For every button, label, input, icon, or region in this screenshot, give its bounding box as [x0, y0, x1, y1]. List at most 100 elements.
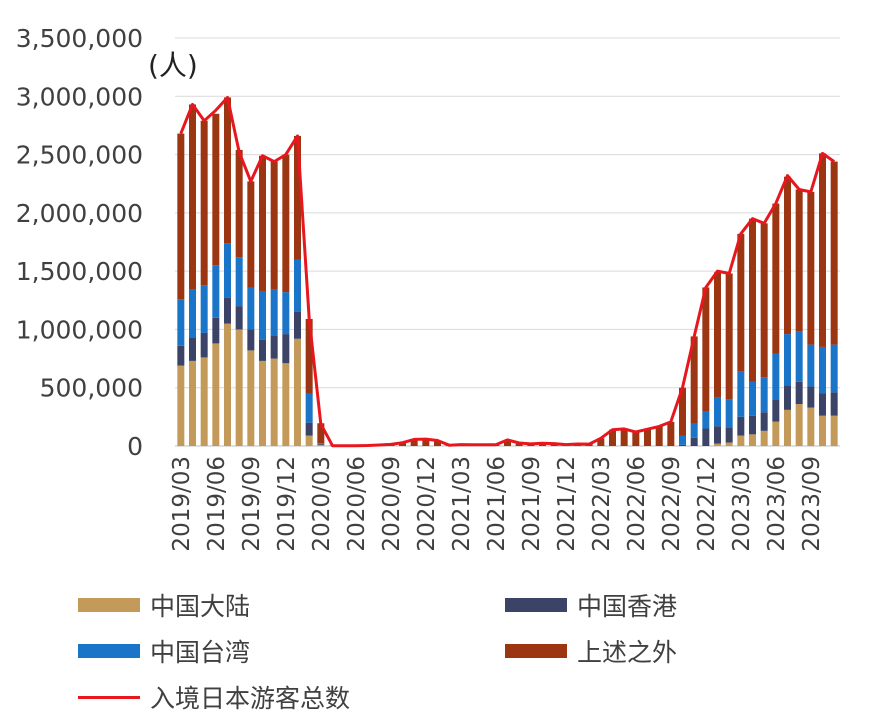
bar-segment [737, 435, 745, 446]
bar-segment [784, 385, 791, 410]
bar-segment [305, 318, 313, 394]
bar-segment [270, 289, 278, 336]
x-tick-label: 2023/03 [729, 456, 755, 552]
bar-segment [714, 426, 721, 444]
bar-segment [737, 416, 745, 436]
bar-segment [282, 363, 290, 446]
bar-segment [772, 399, 780, 422]
bar-segment [259, 339, 266, 361]
bar-segment [632, 432, 640, 446]
bar-segment [772, 203, 780, 354]
bar-segment [399, 442, 406, 446]
y-tick-label: 1,000,000 [16, 315, 143, 344]
total-line [179, 96, 836, 448]
bar-segment [725, 399, 733, 428]
bar-segment [679, 444, 686, 446]
x-tick-label: 2022/12 [694, 456, 720, 552]
bar-segment [807, 407, 815, 446]
bar-segment [772, 353, 780, 400]
bar-segment [294, 311, 301, 339]
bar-segment [259, 360, 266, 446]
bar-segment [270, 335, 278, 359]
bar-segment [655, 426, 663, 446]
bar-segment [177, 345, 185, 366]
x-tick-label: 2019/12 [274, 456, 300, 552]
bar-segment [807, 191, 815, 345]
x-tick-label: 2019/06 [204, 456, 230, 552]
bar-segment [760, 430, 768, 446]
bar-segment [247, 287, 255, 330]
bar-segment [200, 332, 208, 358]
x-tick-label: 2020/09 [379, 456, 405, 552]
y-tick-label: 2,500,000 [16, 141, 143, 170]
bar-segment [282, 154, 290, 293]
bar-segment [282, 334, 290, 364]
x-tick-label: 2019/09 [239, 456, 265, 552]
bar-segment [714, 397, 721, 427]
bar-segment [725, 442, 733, 446]
bar-segment [189, 289, 196, 338]
bar-segment [235, 329, 243, 446]
bar-segment [702, 287, 710, 412]
bar-segment [690, 423, 698, 438]
bar-segment [294, 338, 301, 446]
bar-segment [714, 272, 721, 398]
bar-segment [725, 427, 733, 443]
bar-segment [270, 161, 278, 290]
y-tick-label: 0 [127, 432, 143, 461]
bar-segment [189, 104, 196, 290]
bar-segment [504, 439, 511, 446]
bar-segment [317, 443, 325, 444]
bar-segment [644, 429, 651, 446]
bar-segment [270, 358, 278, 446]
y-tick-label: 2,000,000 [16, 199, 143, 228]
bar-segment [235, 257, 243, 307]
x-tick-label: 2020/06 [344, 456, 370, 552]
bar-segment [749, 381, 756, 416]
y-axis-unit-label: (人) [148, 49, 198, 82]
bar-segment [189, 337, 196, 361]
bar-segment [702, 411, 710, 429]
bar-segment [224, 297, 231, 324]
bar-segment [317, 443, 325, 445]
bar-segment [200, 120, 208, 286]
y-tick-label: 3,000,000 [16, 82, 143, 111]
bar-segment [830, 392, 838, 416]
bar-segment [725, 273, 733, 400]
bar-segment [410, 439, 418, 446]
bar-segment [177, 133, 185, 300]
bar-segment [795, 381, 803, 405]
bar-segment [690, 437, 698, 446]
bar-segment [737, 371, 745, 417]
bar-segment [189, 360, 196, 446]
bar-segment [784, 334, 791, 386]
x-tick-label: 2023/09 [799, 456, 825, 552]
bar-segment [200, 357, 208, 446]
x-tick-label: 2021/09 [519, 456, 545, 552]
bar-segment [305, 435, 313, 446]
bar-segment [212, 265, 220, 318]
bar-segment [819, 346, 826, 394]
x-tick-label: 2021/12 [554, 456, 580, 552]
x-tick-label: 2021/06 [484, 456, 510, 552]
x-tick-label: 2019/03 [169, 456, 195, 552]
x-tick-label: 2021/03 [449, 456, 475, 552]
bar-segment [317, 444, 325, 446]
bar-segment [235, 149, 243, 258]
bar-segment [749, 415, 756, 435]
bar-segment [177, 299, 185, 346]
y-tick-label: 500,000 [40, 374, 143, 403]
bar-segment [212, 113, 220, 266]
bar-segment [224, 243, 231, 298]
bar-segment [749, 218, 756, 382]
bar-segment [679, 435, 686, 445]
x-tick-label: 2020/12 [414, 456, 440, 552]
bar-segment [609, 429, 616, 446]
bar-segment [422, 439, 430, 446]
bar-segment [247, 350, 255, 446]
bar-segment [819, 415, 826, 446]
bar-segment [830, 415, 838, 446]
bar-segment [830, 161, 838, 345]
bar-segment [294, 135, 301, 260]
bar-segment [807, 386, 815, 408]
